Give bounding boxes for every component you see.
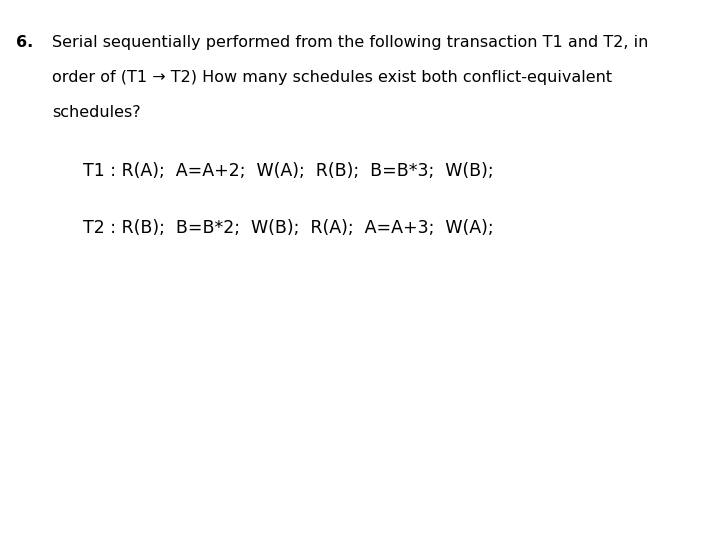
Text: 6.: 6. — [16, 35, 33, 50]
Text: Serial sequentially performed from the following transaction T1 and T2, in: Serial sequentially performed from the f… — [52, 35, 648, 50]
Text: T2 : R(B);  B=B*2;  W(B);  R(A);  A=A+3;  W(A);: T2 : R(B); B=B*2; W(B); R(A); A=A+3; W(A… — [83, 219, 493, 237]
Text: order of (T1 → T2) How many schedules exist both conflict-equivalent: order of (T1 → T2) How many schedules ex… — [52, 70, 612, 85]
Text: schedules?: schedules? — [52, 105, 140, 120]
Text: T1 : R(A);  A=A+2;  W(A);  R(B);  B=B*3;  W(B);: T1 : R(A); A=A+2; W(A); R(B); B=B*3; W(B… — [83, 162, 493, 180]
